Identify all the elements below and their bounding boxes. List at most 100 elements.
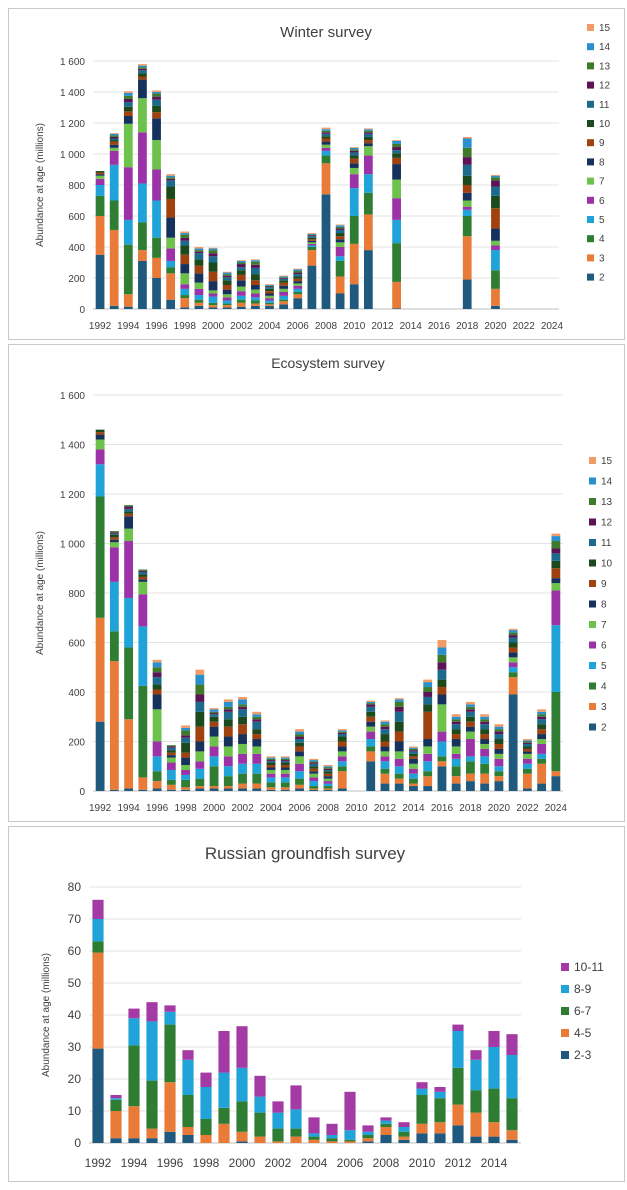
bar-segment (251, 261, 260, 265)
bar-segment (95, 496, 105, 618)
bar-segment (321, 155, 331, 164)
bar-segment (238, 724, 247, 735)
x-tick-label: 2006 (287, 321, 310, 332)
bar-segment (508, 694, 518, 791)
bar-segment (238, 699, 247, 705)
bar-segment (366, 746, 376, 752)
bar-segment (321, 130, 331, 133)
bar-segment (279, 295, 289, 300)
bar-segment (380, 1120, 392, 1124)
bar-segment (508, 635, 518, 638)
bar-segment (409, 756, 418, 759)
bar-segment (124, 505, 134, 507)
bar-segment (392, 150, 401, 154)
bar-segment (366, 700, 376, 702)
bar-segment (423, 761, 433, 772)
bar-segment (209, 786, 219, 789)
bar-segment (208, 290, 218, 294)
bar-segment (416, 1123, 428, 1134)
bar-segment (488, 1136, 500, 1143)
bar-segment (266, 761, 276, 763)
bar-segment (236, 264, 246, 268)
legend-swatch (589, 641, 596, 649)
bar-segment (522, 740, 532, 742)
y-tick-label: 1 400 (60, 88, 85, 99)
bar-segment (123, 92, 133, 96)
x-tick-label: 2010 (343, 321, 366, 332)
bar-segment (280, 756, 290, 758)
bar-segment (209, 746, 219, 757)
bar-segment (181, 752, 190, 758)
bar-segment (437, 704, 447, 732)
legend-label: 14 (601, 477, 613, 488)
bar-segment (254, 1075, 266, 1097)
bar-segment (537, 734, 547, 740)
bar-segment (392, 147, 401, 151)
bar-segment (181, 765, 190, 770)
bar-segment (480, 724, 490, 730)
bar-segment (398, 1131, 410, 1137)
bar-segment (180, 234, 190, 238)
x-tick-label: 2014 (402, 803, 425, 814)
bar-segment (293, 285, 303, 289)
bar-segment (363, 155, 373, 175)
legend-label: 15 (601, 456, 613, 467)
bar-segment (265, 291, 274, 294)
x-tick-label: 1992 (85, 1156, 112, 1170)
bar-segment (109, 547, 119, 582)
bar-segment (452, 1067, 464, 1105)
bar-segment (363, 146, 373, 156)
bar-segment (200, 1135, 212, 1143)
bar-segment (349, 147, 359, 148)
bar-segment (409, 778, 418, 784)
bar-segment (222, 303, 232, 306)
bar-segment (265, 305, 274, 309)
bar-segment (295, 742, 304, 747)
bar-segment (138, 594, 148, 627)
bar-segment (491, 288, 500, 306)
bar-segment (451, 719, 461, 722)
bar-segment (491, 175, 500, 178)
bar-segment (181, 727, 190, 731)
bar-segment (152, 667, 162, 673)
bar-segment (109, 661, 119, 790)
bar-segment (95, 171, 105, 173)
bar-segment (491, 250, 500, 271)
bar-segment (138, 579, 148, 582)
bar-segment (307, 237, 317, 240)
bar-segment (466, 704, 475, 707)
bar-segment (209, 788, 219, 791)
bar-segment (194, 282, 204, 289)
bar-segment (223, 746, 233, 757)
bar-segment (95, 439, 105, 450)
x-tick-label: 2022 (513, 321, 536, 332)
bar-segment (152, 105, 161, 113)
bar-segment (321, 141, 331, 145)
bar-segment (152, 140, 161, 170)
bar-segment (337, 729, 347, 731)
bar-segment (344, 1091, 356, 1131)
bar-segment (238, 696, 247, 700)
y-tick-label: 80 (68, 880, 82, 894)
bar-segment (409, 746, 418, 748)
bar-segment (95, 617, 105, 722)
bar-segment (236, 260, 246, 261)
legend-label: 14 (599, 42, 611, 53)
bar-segment (537, 758, 547, 764)
x-tick-label: 2006 (288, 803, 311, 814)
bar-segment (349, 147, 359, 150)
bar-segment (394, 698, 404, 700)
x-tick-label: 2018 (456, 321, 479, 332)
bar-segment (295, 736, 304, 740)
bar-segment (280, 761, 290, 763)
x-tick-label: 1996 (157, 1156, 184, 1170)
bar-segment (272, 1101, 284, 1113)
bar-segment (470, 1112, 482, 1137)
bar-segment (252, 711, 262, 715)
bar-segment (166, 779, 176, 785)
bar-segment (394, 758, 404, 767)
bar-segment (466, 739, 475, 757)
bar-segment (335, 233, 345, 237)
y-tick-label: 40 (68, 1008, 82, 1022)
bar-segment (272, 1112, 284, 1129)
